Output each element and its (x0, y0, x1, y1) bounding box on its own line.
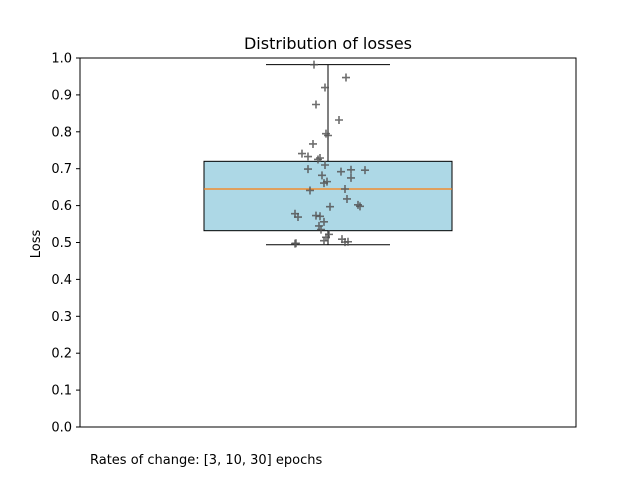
data-point (310, 60, 318, 69)
plot-area: 0.0 0.1 0.2 0.3 0.4 0.5 0.6 0.7 0.8 0.9 1.0 (51, 52, 577, 436)
data-point (294, 213, 302, 222)
y-tick-label: 0.4 (51, 273, 72, 288)
data-point (320, 179, 328, 188)
y-tick-label: 0.5 (51, 236, 72, 251)
data-point (335, 115, 343, 124)
y-axis-label: Loss (29, 230, 44, 259)
data-point (342, 73, 350, 82)
data-point (314, 155, 322, 164)
data-point (304, 152, 312, 161)
chart-title: Distribution of losses (244, 34, 412, 53)
data-point (321, 83, 329, 92)
data-point (341, 238, 349, 247)
data-point (326, 202, 334, 211)
data-point (291, 239, 299, 248)
data-point (347, 165, 355, 174)
y-tick-label: 1.0 (51, 52, 72, 67)
data-point (337, 167, 345, 176)
data-point (361, 166, 369, 175)
y-tick-label: 0.0 (51, 421, 72, 436)
data-point (320, 236, 328, 245)
data-point (306, 186, 314, 195)
data-point (318, 171, 326, 180)
data-point (343, 194, 351, 203)
y-tick-label: 0.9 (51, 88, 72, 103)
rates-of-change-note: Rates of change: [3, 10, 30] epochs (90, 453, 322, 468)
y-tick-label: 0.3 (51, 310, 72, 325)
y-tick-label: 0.8 (51, 125, 72, 140)
data-point (321, 161, 329, 170)
data-point (324, 131, 332, 140)
data-point (347, 173, 355, 182)
y-tick-label: 0.7 (51, 162, 72, 177)
data-point (341, 184, 349, 193)
data-point (320, 217, 328, 226)
iqr-box (203, 160, 453, 232)
data-point (317, 225, 325, 234)
y-tick-label: 0.2 (51, 347, 72, 362)
data-point (298, 149, 306, 158)
data-point (309, 139, 317, 148)
data-point (356, 202, 364, 211)
data-point (304, 165, 312, 174)
y-tick-label: 0.6 (51, 199, 72, 214)
data-point (312, 100, 320, 109)
y-tick-label: 0.1 (51, 384, 72, 399)
data-point (316, 212, 324, 221)
